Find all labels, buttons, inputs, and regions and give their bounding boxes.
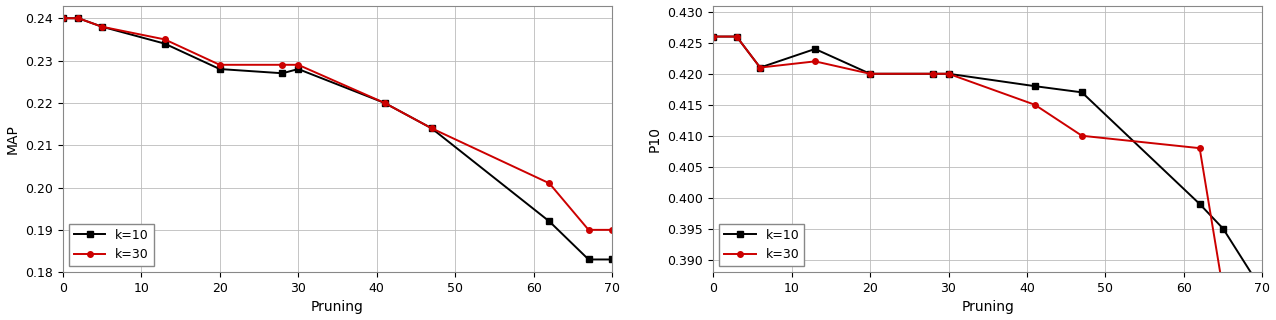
Line: k=30: k=30: [711, 34, 1266, 320]
k=30: [581, 228, 596, 232]
k=30: [1216, 289, 1231, 293]
k=30: [940, 72, 956, 76]
k=10: [1192, 202, 1207, 206]
k=10: [157, 42, 172, 45]
k=10: [1254, 289, 1270, 293]
k=30: [808, 60, 823, 63]
X-axis label: Pruning: Pruning: [961, 300, 1014, 315]
k=30: [212, 63, 227, 67]
k=10: [925, 72, 940, 76]
k=30: [542, 181, 558, 185]
X-axis label: Pruning: Pruning: [311, 300, 364, 315]
k=10: [940, 72, 956, 76]
Line: k=10: k=10: [711, 34, 1266, 293]
Line: k=10: k=10: [60, 15, 615, 262]
k=30: [1027, 103, 1042, 107]
k=10: [753, 66, 768, 69]
k=10: [863, 72, 878, 76]
k=10: [291, 67, 306, 71]
k=30: [274, 63, 290, 67]
k=10: [1216, 227, 1231, 231]
k=30: [706, 35, 721, 38]
k=10: [212, 67, 227, 71]
k=30: [424, 126, 439, 130]
k=30: [157, 37, 172, 41]
k=10: [1074, 91, 1090, 94]
k=30: [1192, 146, 1207, 150]
k=10: [1027, 84, 1042, 88]
k=30: [376, 101, 392, 105]
k=30: [291, 63, 306, 67]
k=30: [863, 72, 878, 76]
k=10: [581, 258, 596, 261]
k=10: [706, 35, 721, 38]
Y-axis label: MAP: MAP: [5, 124, 19, 154]
k=10: [542, 220, 558, 223]
k=10: [94, 25, 110, 28]
k=30: [925, 72, 940, 76]
Line: k=30: k=30: [60, 15, 615, 233]
Legend: k=10, k=30: k=10, k=30: [69, 224, 154, 266]
k=30: [753, 66, 768, 69]
Legend: k=10, k=30: k=10, k=30: [720, 224, 804, 266]
Y-axis label: P10: P10: [648, 126, 662, 152]
k=10: [605, 258, 620, 261]
k=30: [94, 25, 110, 28]
k=30: [70, 16, 85, 20]
k=30: [1074, 134, 1090, 138]
k=10: [729, 35, 744, 38]
k=10: [424, 126, 439, 130]
k=10: [70, 16, 85, 20]
k=10: [376, 101, 392, 105]
k=10: [274, 71, 290, 75]
k=30: [55, 16, 70, 20]
k=10: [55, 16, 70, 20]
k=30: [605, 228, 620, 232]
k=30: [729, 35, 744, 38]
k=10: [808, 47, 823, 51]
